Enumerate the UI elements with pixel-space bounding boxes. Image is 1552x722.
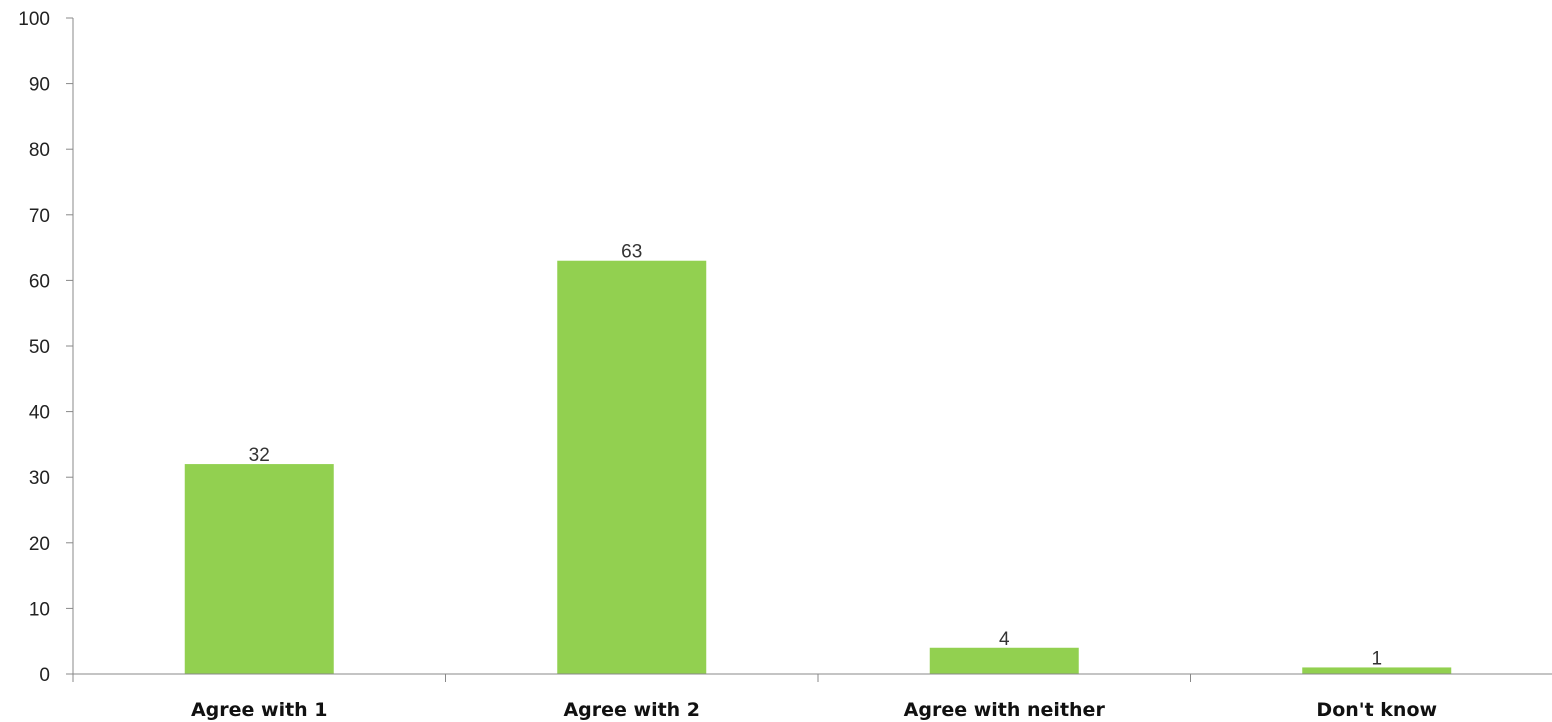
y-tick-label: 0 — [39, 665, 50, 686]
y-tick-label: 30 — [29, 468, 50, 489]
bar — [184, 464, 334, 674]
y-tick-label: 60 — [29, 271, 50, 292]
bar — [1302, 667, 1452, 674]
y-axis-ticks: 0 10 20 30 40 50 60 70 80 90 100 — [18, 9, 74, 686]
y-tick-label: 20 — [29, 534, 50, 555]
x-category-label: Agree with 2 — [563, 699, 700, 721]
y-tick-label: 40 — [29, 403, 50, 424]
y-tick-label: 50 — [29, 337, 50, 358]
y-tick-label: 10 — [29, 599, 50, 620]
y-tick-label: 70 — [29, 206, 50, 227]
bar — [929, 647, 1079, 674]
data-label: 32 — [249, 445, 270, 466]
bars — [184, 260, 1452, 674]
data-label: 1 — [1371, 648, 1382, 669]
bar — [557, 260, 707, 674]
x-category-label: Agree with neither — [904, 699, 1106, 721]
x-category-label: Agree with 1 — [191, 699, 328, 721]
data-label: 63 — [621, 242, 642, 263]
y-tick-label: 100 — [18, 9, 50, 30]
x-axis: Agree with 1 Agree with 2 Agree with neith… — [72, 673, 1552, 721]
y-tick-label: 90 — [29, 75, 50, 96]
data-label: 4 — [999, 629, 1010, 650]
y-tick-label: 80 — [29, 140, 50, 161]
data-labels: 32 63 4 1 — [249, 242, 1382, 670]
x-category-label: Don't know — [1316, 699, 1437, 721]
